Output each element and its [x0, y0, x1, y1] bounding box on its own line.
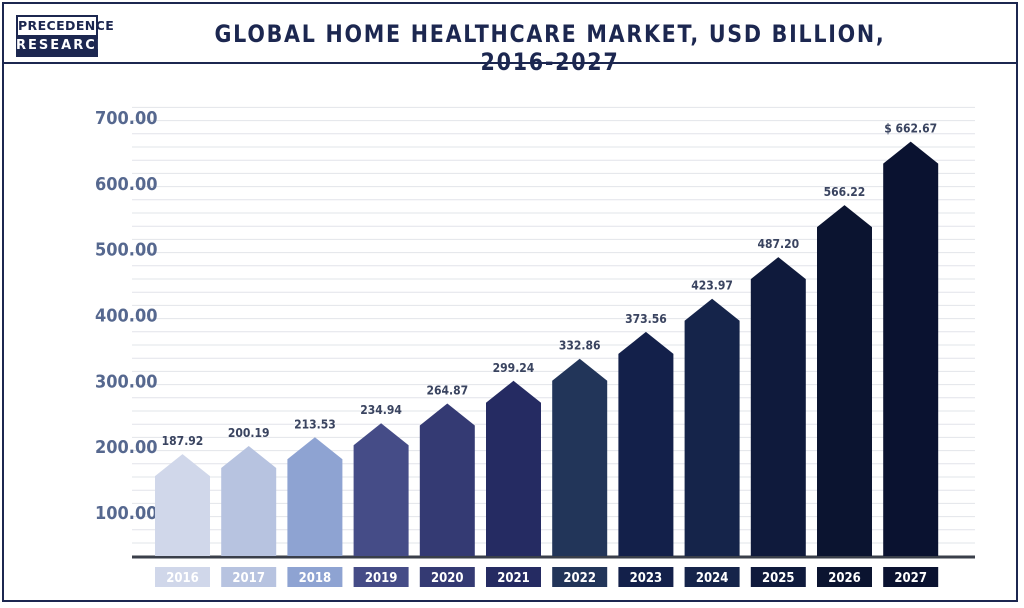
data-label-2027: $ 662.67: [884, 122, 937, 136]
category-box-2027: [883, 567, 939, 587]
bar-2017: [221, 446, 277, 556]
category-box-2018: [287, 567, 343, 587]
category-label-2019: 2019: [365, 571, 398, 586]
logo-line2: RESEARCH: [16, 35, 108, 57]
y-tick-label: 600.00: [95, 174, 158, 195]
data-label-2022: 332.86: [559, 339, 601, 353]
category-box-2021: [486, 567, 541, 587]
data-label-2019: 234.94: [360, 403, 402, 417]
category-label-2016: 2016: [166, 571, 199, 586]
category-label-2017: 2017: [232, 571, 265, 586]
bar-2019: [353, 423, 409, 556]
bar-2024: [684, 298, 740, 556]
header: PRECEDENCE RESEARCH GLOBAL HOME HEALTHCA…: [4, 4, 1016, 76]
category-box-2025: [750, 567, 806, 587]
category-label-2021: 2021: [497, 571, 530, 586]
bar-2022: [552, 358, 608, 556]
data-label-2020: 264.87: [426, 384, 468, 398]
brand-logo: PRECEDENCE RESEARCH: [16, 15, 114, 59]
category-box-2016: [155, 567, 210, 587]
category-label-2018: 2018: [299, 571, 332, 586]
category-label-2026: 2026: [828, 571, 861, 586]
category-box-2020: [419, 567, 475, 587]
category-label-2020: 2020: [431, 571, 464, 586]
bar-2025: [750, 257, 806, 556]
bar-2016: [155, 454, 210, 556]
logo-line1: PRECEDENCE: [16, 15, 114, 35]
category-box-2022: [552, 567, 608, 587]
bar-2020: [419, 403, 475, 556]
category-box-2026: [817, 567, 872, 587]
category-box-2024: [684, 567, 740, 587]
category-box-2017: [221, 567, 277, 587]
category-box-2019: [353, 567, 409, 587]
category-label-2023: 2023: [630, 571, 663, 586]
bar-2027: [883, 141, 939, 556]
bar-2021: [486, 380, 541, 556]
y-tick-label: 100.00: [95, 503, 158, 524]
category-label-2027: 2027: [894, 571, 927, 586]
category-label-2022: 2022: [563, 571, 596, 586]
bar-2026: [817, 205, 872, 556]
category-label-2024: 2024: [696, 571, 729, 586]
y-tick-label: 700.00: [95, 108, 158, 129]
data-label-2023: 373.56: [625, 312, 667, 326]
y-tick-label: 300.00: [95, 371, 158, 392]
y-tick-label: 500.00: [95, 240, 158, 261]
category-box-2023: [618, 567, 674, 587]
y-tick-label: 200.00: [95, 437, 158, 458]
data-label-2025: 487.20: [757, 237, 799, 251]
bar-2023: [618, 331, 674, 556]
data-label-2026: 566.22: [824, 185, 866, 199]
bar-2018: [287, 437, 343, 556]
data-label-2024: 423.97: [691, 279, 733, 293]
data-label-2016: 187.92: [162, 434, 204, 448]
data-label-2017: 200.19: [228, 426, 270, 440]
data-label-2018: 213.53: [294, 417, 336, 431]
category-label-2025: 2025: [762, 571, 795, 586]
chart-title: GLOBAL HOME HEALTHCARE MARKET, USD BILLI…: [214, 20, 886, 76]
data-label-2021: 299.24: [493, 361, 535, 375]
y-tick-label: 400.00: [95, 306, 158, 327]
